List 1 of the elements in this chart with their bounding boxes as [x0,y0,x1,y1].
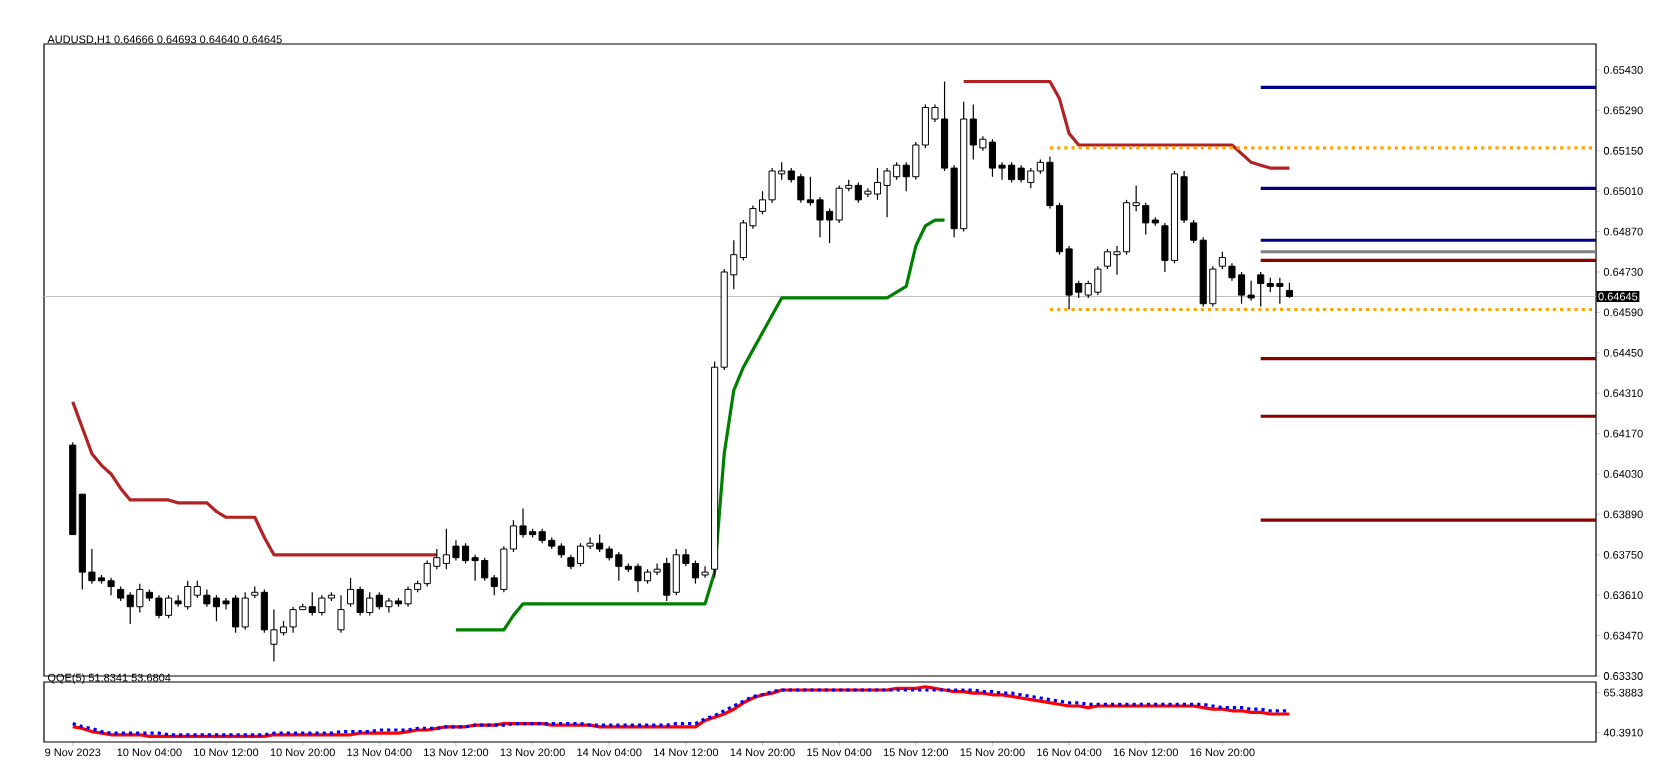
candlestick [337,594,345,634]
